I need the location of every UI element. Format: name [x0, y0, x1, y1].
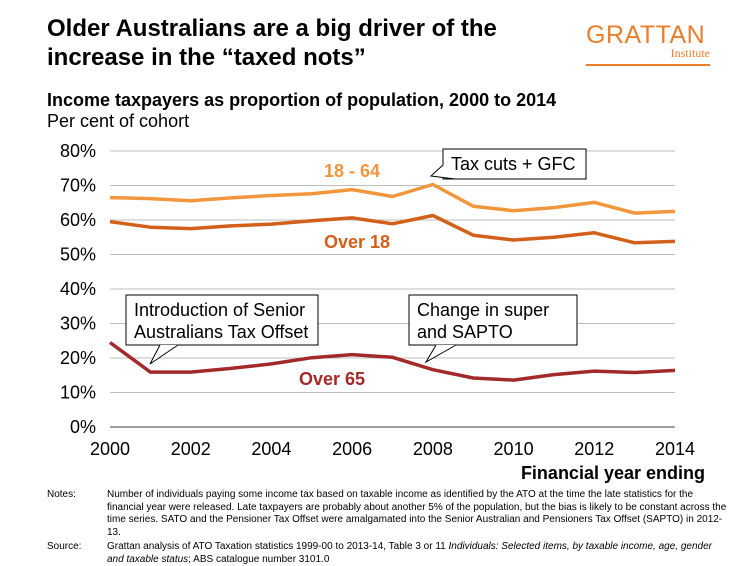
- headline: Older Australians are a big driver of th…: [47, 15, 497, 71]
- notes-text: Number of individuals paying some income…: [107, 489, 727, 538]
- source-label: Source:: [47, 541, 82, 552]
- y-tick-label: 0%: [70, 417, 96, 437]
- logo-wordmark: GRATTAN: [586, 21, 706, 49]
- series-label: Over 65: [299, 369, 365, 389]
- grattan-logo: GRATTAN Institute: [586, 22, 710, 61]
- callout-box: [125, 294, 319, 346]
- callout-text-line: and SAPTO: [417, 322, 513, 342]
- callout-text-line: Australians Tax Offset: [134, 322, 308, 342]
- x-tick-label: 2002: [171, 439, 211, 459]
- y-tick-label: 60%: [60, 210, 96, 230]
- y-tick-label: 80%: [60, 141, 96, 161]
- series-label: Over 18: [324, 232, 390, 252]
- notes-section: Notes: Number of individuals paying some…: [47, 489, 727, 566]
- chart-title: Income taxpayers as proportion of popula…: [47, 90, 557, 110]
- source-text-part-1: Grattan analysis of ATO Taxation statist…: [107, 541, 449, 552]
- x-tick-label: 2014: [655, 439, 695, 459]
- series-line-2: [108, 341, 676, 382]
- x-tick-label: 2006: [332, 439, 372, 459]
- callout-text: Tax cuts + GFC: [451, 154, 576, 174]
- y-tick-label: 10%: [60, 383, 96, 403]
- notes-label: Notes:: [47, 489, 76, 500]
- callout-box: [442, 148, 587, 180]
- logo-rule: [586, 64, 710, 66]
- x-tick-label: 2010: [494, 439, 534, 459]
- x-axis-title: Financial year ending: [521, 463, 705, 483]
- series-line-0: [109, 182, 676, 215]
- x-tick-label: 2012: [574, 439, 614, 459]
- callout-pointer: [429, 164, 456, 180]
- source-text: Grattan analysis of ATO Taxation statist…: [107, 541, 727, 566]
- x-tick-label: 2000: [90, 439, 130, 459]
- x-tick-label: 2008: [413, 439, 453, 459]
- callout-text-line: Introduction of Senior: [134, 300, 305, 320]
- chart-subtitle: Per cent of cohort: [47, 111, 190, 131]
- source-text-part-2: ; ABS catalogue number 3101.0: [188, 553, 330, 565]
- callout-pointer: [424, 344, 457, 364]
- logo-subtitle: Institute: [670, 46, 710, 60]
- source-title: Individuals: Selected items, by taxable …: [107, 541, 712, 565]
- callout-text: Change in super and SAPTO: [417, 300, 549, 342]
- y-tick-label: 30%: [60, 314, 96, 334]
- series-label: 18 - 64: [324, 161, 380, 181]
- y-tick-label: 70%: [60, 176, 96, 196]
- callout-text-line: Tax cuts + GFC: [451, 154, 576, 174]
- y-tick-label: 40%: [60, 279, 96, 299]
- callout-text: Introduction of Senior Australians Tax Of…: [134, 300, 308, 342]
- callout-pointer: [149, 344, 179, 365]
- y-tick-label: 20%: [60, 348, 96, 368]
- x-tick-label: 2004: [251, 439, 291, 459]
- callout-box: [408, 294, 578, 346]
- y-tick-label: 50%: [60, 245, 96, 265]
- callout-text-line: Change in super: [417, 300, 549, 320]
- series-line-1: [109, 213, 676, 245]
